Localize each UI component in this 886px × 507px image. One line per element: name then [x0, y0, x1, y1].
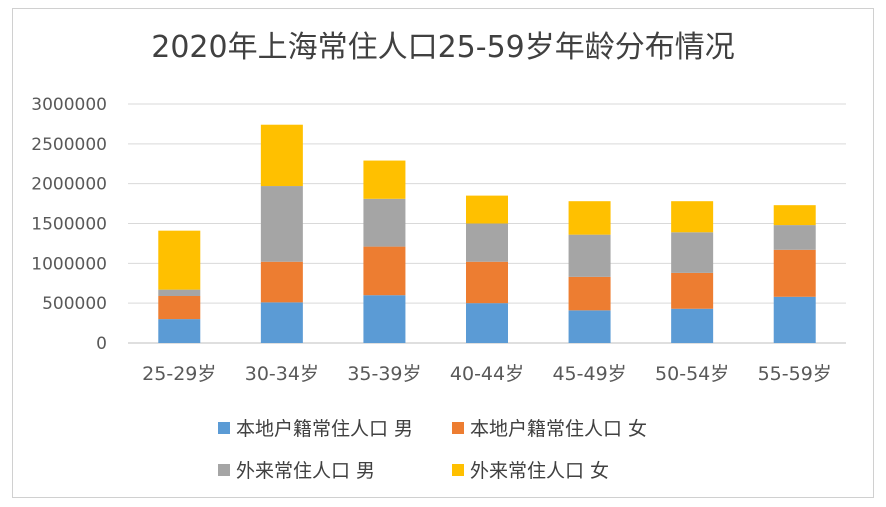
- y-tick-label: 1500000: [31, 215, 107, 235]
- x-tick-label: 25-29岁: [142, 363, 216, 385]
- x-tick-label: 55-59岁: [758, 363, 832, 385]
- bar-segment: [568, 276, 611, 311]
- bar-segment: [568, 201, 611, 235]
- bar-segment: [260, 261, 303, 303]
- bar-segment: [363, 295, 406, 343]
- y-tick-label: 3000000: [31, 95, 107, 115]
- bar-segment: [363, 246, 406, 296]
- legend-label: 外来常住人口 男: [236, 460, 376, 482]
- bar-segment: [671, 308, 714, 343]
- legend-item: 本地户籍常住人口 女: [452, 414, 647, 441]
- legend-item: 外来常住人口 女: [452, 456, 609, 483]
- legend-label: 本地户籍常住人口 女: [470, 418, 648, 440]
- y-tick-label: 0: [96, 334, 107, 354]
- bar-segment: [773, 249, 816, 297]
- bar-segment: [158, 230, 201, 290]
- chart-title: 2020年上海常住人口25-59岁年龄分布情况: [151, 30, 735, 65]
- y-tick-label: 500000: [42, 294, 107, 314]
- bar-segment: [773, 205, 816, 226]
- bar-segment: [260, 302, 303, 343]
- bar-segment: [773, 296, 816, 343]
- x-tick-label: 30-34岁: [245, 363, 319, 385]
- legend-swatch: [452, 421, 464, 434]
- bar-segment: [158, 295, 201, 320]
- x-tick-label: 40-44岁: [450, 363, 524, 385]
- bar-segment: [671, 201, 714, 233]
- x-tick-label: 45-49岁: [552, 363, 626, 385]
- legend-swatch: [218, 463, 230, 476]
- legend-swatch: [452, 463, 464, 476]
- bar-segment: [466, 195, 508, 224]
- y-tick-label: 2000000: [31, 175, 107, 195]
- bar-segment: [158, 289, 201, 296]
- y-tick-label: 2500000: [31, 135, 107, 155]
- bar-segment: [158, 319, 201, 343]
- bar-segment: [671, 272, 714, 309]
- legend-item: 本地户籍常住人口 男: [218, 414, 413, 441]
- legend-label: 外来常住人口 女: [470, 460, 610, 482]
- bar-segment: [466, 223, 508, 262]
- bar-segment: [260, 186, 303, 262]
- bar-segment: [363, 160, 406, 199]
- bar-segment: [363, 198, 406, 247]
- legend-swatch: [218, 421, 230, 434]
- legend-item: 外来常住人口 男: [218, 456, 375, 483]
- bar-segment: [671, 232, 714, 273]
- bar-segment: [466, 261, 508, 304]
- x-tick-label: 50-54岁: [655, 363, 729, 385]
- y-tick-label: 1000000: [31, 254, 107, 274]
- bar-segment: [773, 225, 816, 250]
- bar-segment: [466, 303, 508, 343]
- bar-segment: [260, 124, 303, 187]
- bar-segment: [568, 234, 611, 277]
- x-tick-label: 35-39岁: [347, 363, 421, 385]
- chart-frame: [12, 8, 874, 498]
- bar-segment: [568, 310, 611, 343]
- legend-label: 本地户籍常住人口 男: [236, 418, 414, 440]
